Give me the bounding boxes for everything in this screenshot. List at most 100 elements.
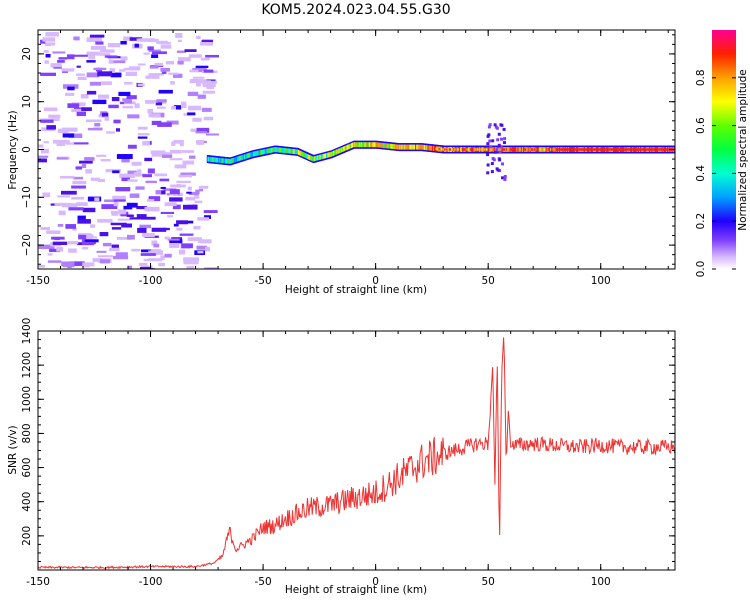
heatmap-ridge-mid (345, 145, 348, 151)
heatmap-ridge-mid (311, 156, 314, 162)
heatmap-noise-cell (113, 119, 121, 124)
heatmap-noise-cell (110, 210, 117, 214)
colorbar-tick-label: 0.2 (695, 213, 707, 230)
heatmap-ridge-core (464, 148, 467, 151)
heatmap-ridge-mid (274, 147, 277, 152)
heatmap-noise-cell (73, 36, 80, 41)
y-tick-label: −10 (21, 186, 33, 208)
heatmap-noise-cell (156, 106, 166, 109)
heatmap-noise-cell (42, 37, 56, 42)
heatmap-ridge-core (617, 148, 620, 151)
heatmap-noise-cell (183, 257, 200, 262)
heatmap-ridge-mid (326, 152, 329, 158)
heatmap-ridge-mid (239, 155, 242, 161)
heatmap-noise-cell (65, 92, 75, 96)
heatmap-ridge-mid (294, 149, 297, 155)
heatmap-noise-cell (100, 49, 115, 53)
heatmap-ridge-mid (319, 154, 322, 160)
heatmap-noise-cell (126, 214, 134, 217)
heatmap-ridge-mid (299, 150, 302, 156)
heatmap-noise-cell (171, 141, 176, 146)
heatmap-ridge-core (498, 148, 501, 151)
heatmap-ridge-mid (210, 156, 213, 162)
heatmap-ridge-core (587, 148, 590, 151)
heatmap-disturbance-cell (496, 138, 500, 142)
colorbar-tick-label: 0.0 (695, 261, 707, 278)
heatmap-ridge-mid (302, 151, 305, 157)
heatmap-ridge-core (555, 148, 558, 151)
heatmap-noise-cell (160, 190, 166, 195)
colorbar-tick-label: 0.4 (695, 165, 707, 182)
heatmap-noise-cell (151, 240, 158, 246)
heatmap-noise-cell (82, 247, 89, 250)
heatmap-ridge-mid (417, 144, 420, 150)
heatmap-ridge-mid (370, 142, 373, 148)
heatmap-ridge-core (640, 148, 643, 151)
heatmap-ridge-core (529, 148, 532, 151)
heatmap-disturbance-cell (497, 157, 501, 161)
heatmap-ridge-mid (389, 143, 392, 149)
heatmap-ridge-core (591, 148, 594, 151)
heatmap-ridge-core (512, 148, 515, 151)
heatmap-noise-cell (161, 71, 167, 74)
heatmap-ridge-core (562, 148, 565, 151)
heatmap-noise-cell (182, 160, 195, 165)
heatmap-noise-cell (99, 259, 110, 264)
heatmap-ridge-core (598, 148, 601, 151)
heatmap-ridge-core (501, 148, 504, 151)
heatmap-noise-cell (69, 261, 85, 266)
heatmap-noise-cell (46, 125, 56, 130)
heatmap-noise-cell (106, 131, 115, 134)
heatmap-disturbance-cell (486, 142, 490, 146)
heatmap-ridge-mid (365, 142, 368, 148)
heatmap-noise-cell (46, 230, 61, 234)
heatmap-noise-cell (143, 52, 150, 55)
heatmap-ridge-core (532, 148, 535, 151)
heatmap-ridge-mid (371, 142, 374, 148)
heatmap-disturbance-cell (495, 126, 499, 130)
heatmap-noise-cell (47, 253, 53, 256)
heatmap-ridge-mid (418, 144, 421, 150)
x-tick-label: 100 (591, 576, 611, 588)
heatmap-noise-cell (160, 211, 175, 215)
heatmap-ridge-core (561, 148, 564, 151)
heatmap-noise-cell (173, 223, 179, 227)
heatmap-ridge-core (559, 148, 562, 151)
heatmap-noise-cell (195, 189, 200, 195)
heatmap-ridge-core (478, 148, 481, 151)
heatmap-noise-cell (129, 217, 145, 220)
heatmap-noise-cell (137, 136, 148, 139)
heatmap-ridge-core (659, 148, 662, 151)
heatmap-ridge-core (440, 148, 443, 151)
heatmap-ridge-core (546, 148, 549, 151)
heatmap-ridge-mid (275, 147, 278, 153)
heatmap-ridge-core (651, 148, 654, 151)
heatmap-ridge-mid (278, 147, 281, 153)
heatmap-noise-cell (201, 107, 212, 112)
heatmap-ridge-mid (312, 156, 315, 162)
heatmap-noise-cell (81, 241, 94, 246)
heatmap-ridge-mid (232, 157, 235, 163)
heatmap-noise-cell (120, 40, 127, 45)
heatmap-noise-cell (169, 149, 182, 154)
x-tick-label: -100 (139, 275, 163, 287)
heatmap-noise-cell (178, 174, 192, 178)
heatmap-noise-cell (112, 195, 126, 201)
heatmap-ridge-mid (356, 142, 359, 148)
heatmap-ridge-mid (390, 143, 393, 149)
heatmap-ridge-core (579, 148, 582, 151)
heatmap-noise-cell (76, 202, 88, 206)
heatmap-ridge-core (476, 148, 479, 151)
heatmap-ridge-core (457, 148, 460, 151)
heatmap-ridge-core (586, 148, 589, 151)
heatmap-noise-cell (203, 116, 214, 121)
heatmap-noise-cell (127, 144, 137, 149)
heatmap-noise-cell (57, 195, 71, 198)
heatmap-ridge-core (624, 148, 627, 151)
heatmap-ridge-mid (266, 148, 269, 154)
heatmap-ridge-mid (382, 142, 385, 148)
heatmap-noise-cell (189, 155, 196, 159)
heatmap-ridge-mid (377, 142, 380, 148)
spectrogram-y-axis-label: Frequency (Hz) (7, 110, 19, 189)
heatmap-noise-cell (178, 57, 191, 62)
